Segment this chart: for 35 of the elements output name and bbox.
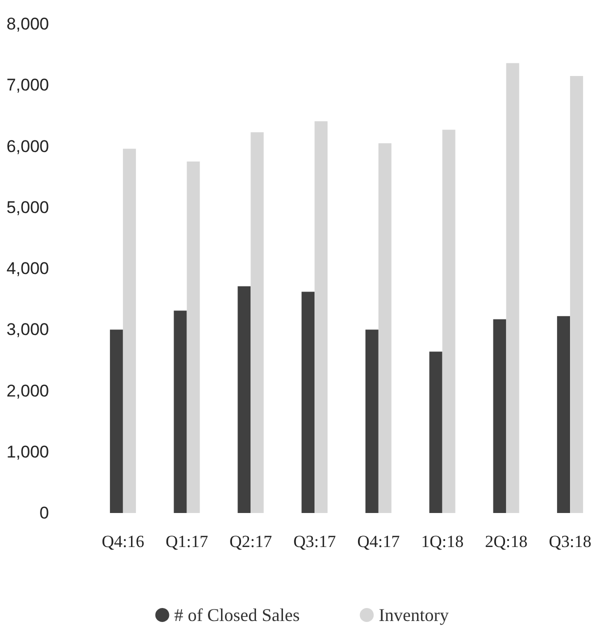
y-tick-label: 4,000 [6,259,49,278]
x-tick-label: 2Q:18 [484,532,528,551]
bar [122,148,136,513]
y-tick-label: 7,000 [6,76,49,95]
x-tick-label: Q4:17 [357,532,400,551]
y-tick-label: 1,000 [6,442,49,462]
legend-label: # of Closed Sales [174,605,300,625]
bar [186,162,200,513]
y-tick-label: 0 [40,504,49,522]
y-tick-label: 6,000 [6,136,49,156]
bar [429,352,442,513]
x-tick-label: Q2:17 [229,532,272,551]
bar [314,121,328,513]
bar [570,76,584,513]
bar [506,63,520,513]
x-tick-label: Q3:17 [293,532,336,551]
y-tick-label: 2,000 [6,381,49,400]
bar [174,310,187,513]
bar [110,330,123,513]
bar [365,330,378,513]
bar [250,132,264,513]
bar [378,143,392,513]
bar [493,319,506,513]
bar [442,130,456,513]
y-tick-label: 5,000 [6,198,49,217]
x-tick-label: Q1:17 [166,532,209,551]
legend-label: Inventory [378,605,449,625]
bar [557,316,570,513]
bar [302,292,315,513]
x-tick-label: 1Q:18 [421,532,464,551]
y-tick-label: 3,000 [6,320,49,340]
bar [238,286,251,513]
y-tick-label: 8,000 [6,14,49,34]
x-tick-label: Q4:16 [102,532,144,551]
x-tick-label: Q3:18 [548,532,592,551]
